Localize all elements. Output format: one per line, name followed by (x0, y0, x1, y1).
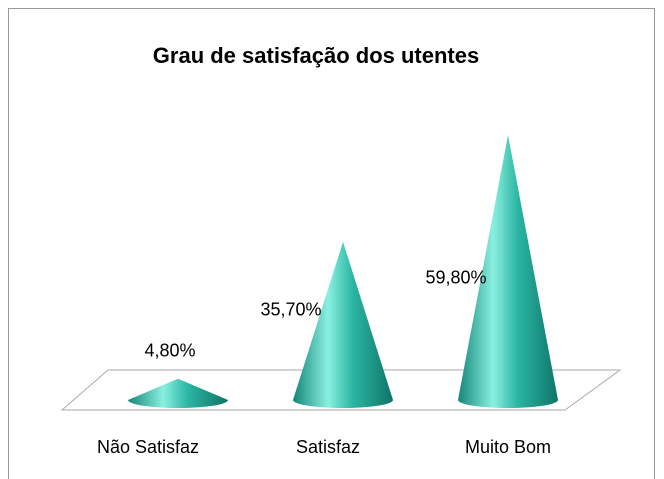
x-tick-label: Não Satisfaz (97, 437, 199, 457)
chart-title: Grau de satisfação dos utentes (153, 43, 479, 68)
cone (293, 241, 393, 408)
value-label: 59,80% (425, 267, 486, 287)
cone (458, 135, 558, 408)
value-label: 35,70% (260, 299, 321, 319)
x-tick-label: Satisfaz (296, 437, 360, 457)
cone (128, 378, 228, 408)
value-label: 4,80% (144, 340, 195, 360)
x-tick-label: Muito Bom (465, 437, 551, 457)
